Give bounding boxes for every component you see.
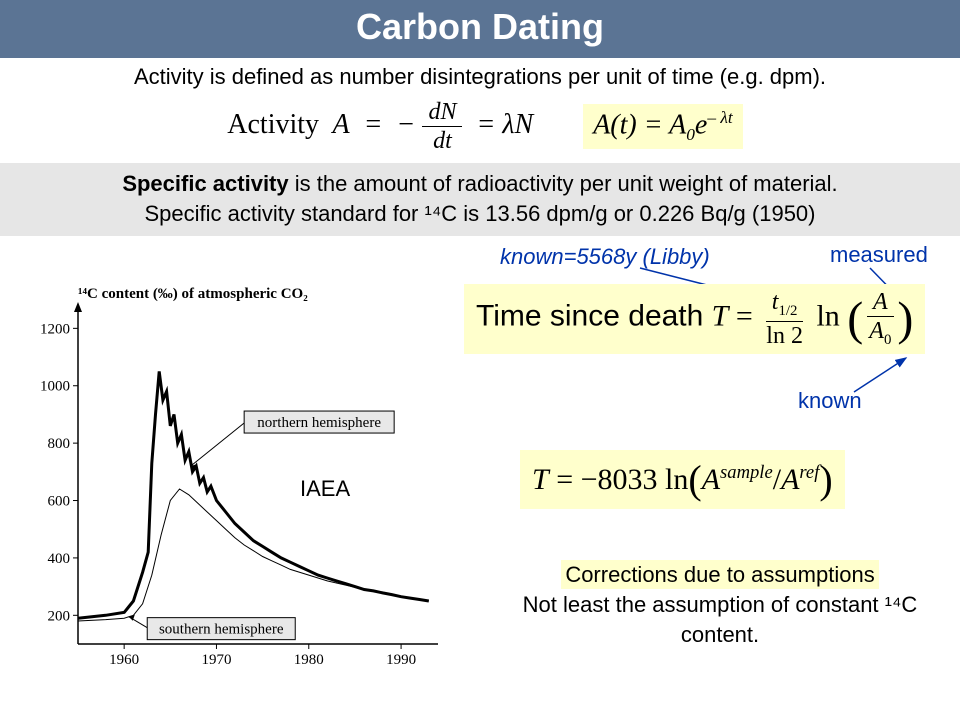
corrections-text: Corrections due to assumptions Not least… (500, 560, 940, 649)
svg-text:1960: 1960 (109, 652, 139, 668)
svg-text:1000: 1000 (40, 379, 70, 395)
specific-activity-box: Specific activity is the amount of radio… (0, 163, 960, 236)
svg-text:1200: 1200 (40, 322, 70, 338)
chart-svg: ¹⁴C content (‰) of atmospheric CO₂ 200 400… (20, 284, 450, 674)
svg-text:600: 600 (48, 494, 71, 510)
formula-t-8033: T = −8033 ln(Asample/Aref) (520, 450, 845, 509)
equation-decay: A(t) = A0e– λt (583, 104, 743, 149)
svg-text:1980: 1980 (294, 652, 324, 668)
formula-time-since-death: Time since death T = t1/2 ln 2 ln ( A A0… (464, 284, 925, 354)
c14-chart: ¹⁴C content (‰) of atmospheric CO₂ 200 400… (20, 284, 450, 674)
equations-row: Activity A = − dNdt = λN A(t) = A0e– λt (0, 94, 960, 163)
svg-text:200: 200 (48, 609, 71, 625)
lower-area: ¹⁴C content (‰) of atmospheric CO₂ 200 400… (0, 240, 960, 680)
svg-text:¹⁴C content (‰) of atmospheric: ¹⁴C content (‰) of atmospheric CO₂ (78, 286, 308, 302)
svg-text:400: 400 (48, 551, 71, 567)
equation-activity: Activity A = − dNdt = λN (217, 96, 543, 157)
svg-text:800: 800 (48, 437, 71, 453)
slide-title: Carbon Dating (0, 0, 960, 58)
iaea-label: IAEA (300, 476, 350, 502)
right-panel: known=5568y (Libby) measured known Time … (460, 240, 950, 680)
activity-definition: Activity is defined as number disintegra… (0, 58, 960, 94)
svg-text:1990: 1990 (386, 652, 416, 668)
svg-text:southern hemisphere: southern hemisphere (159, 622, 284, 638)
svg-text:northern hemisphere: northern hemisphere (257, 415, 381, 431)
svg-text:1970: 1970 (201, 652, 231, 668)
